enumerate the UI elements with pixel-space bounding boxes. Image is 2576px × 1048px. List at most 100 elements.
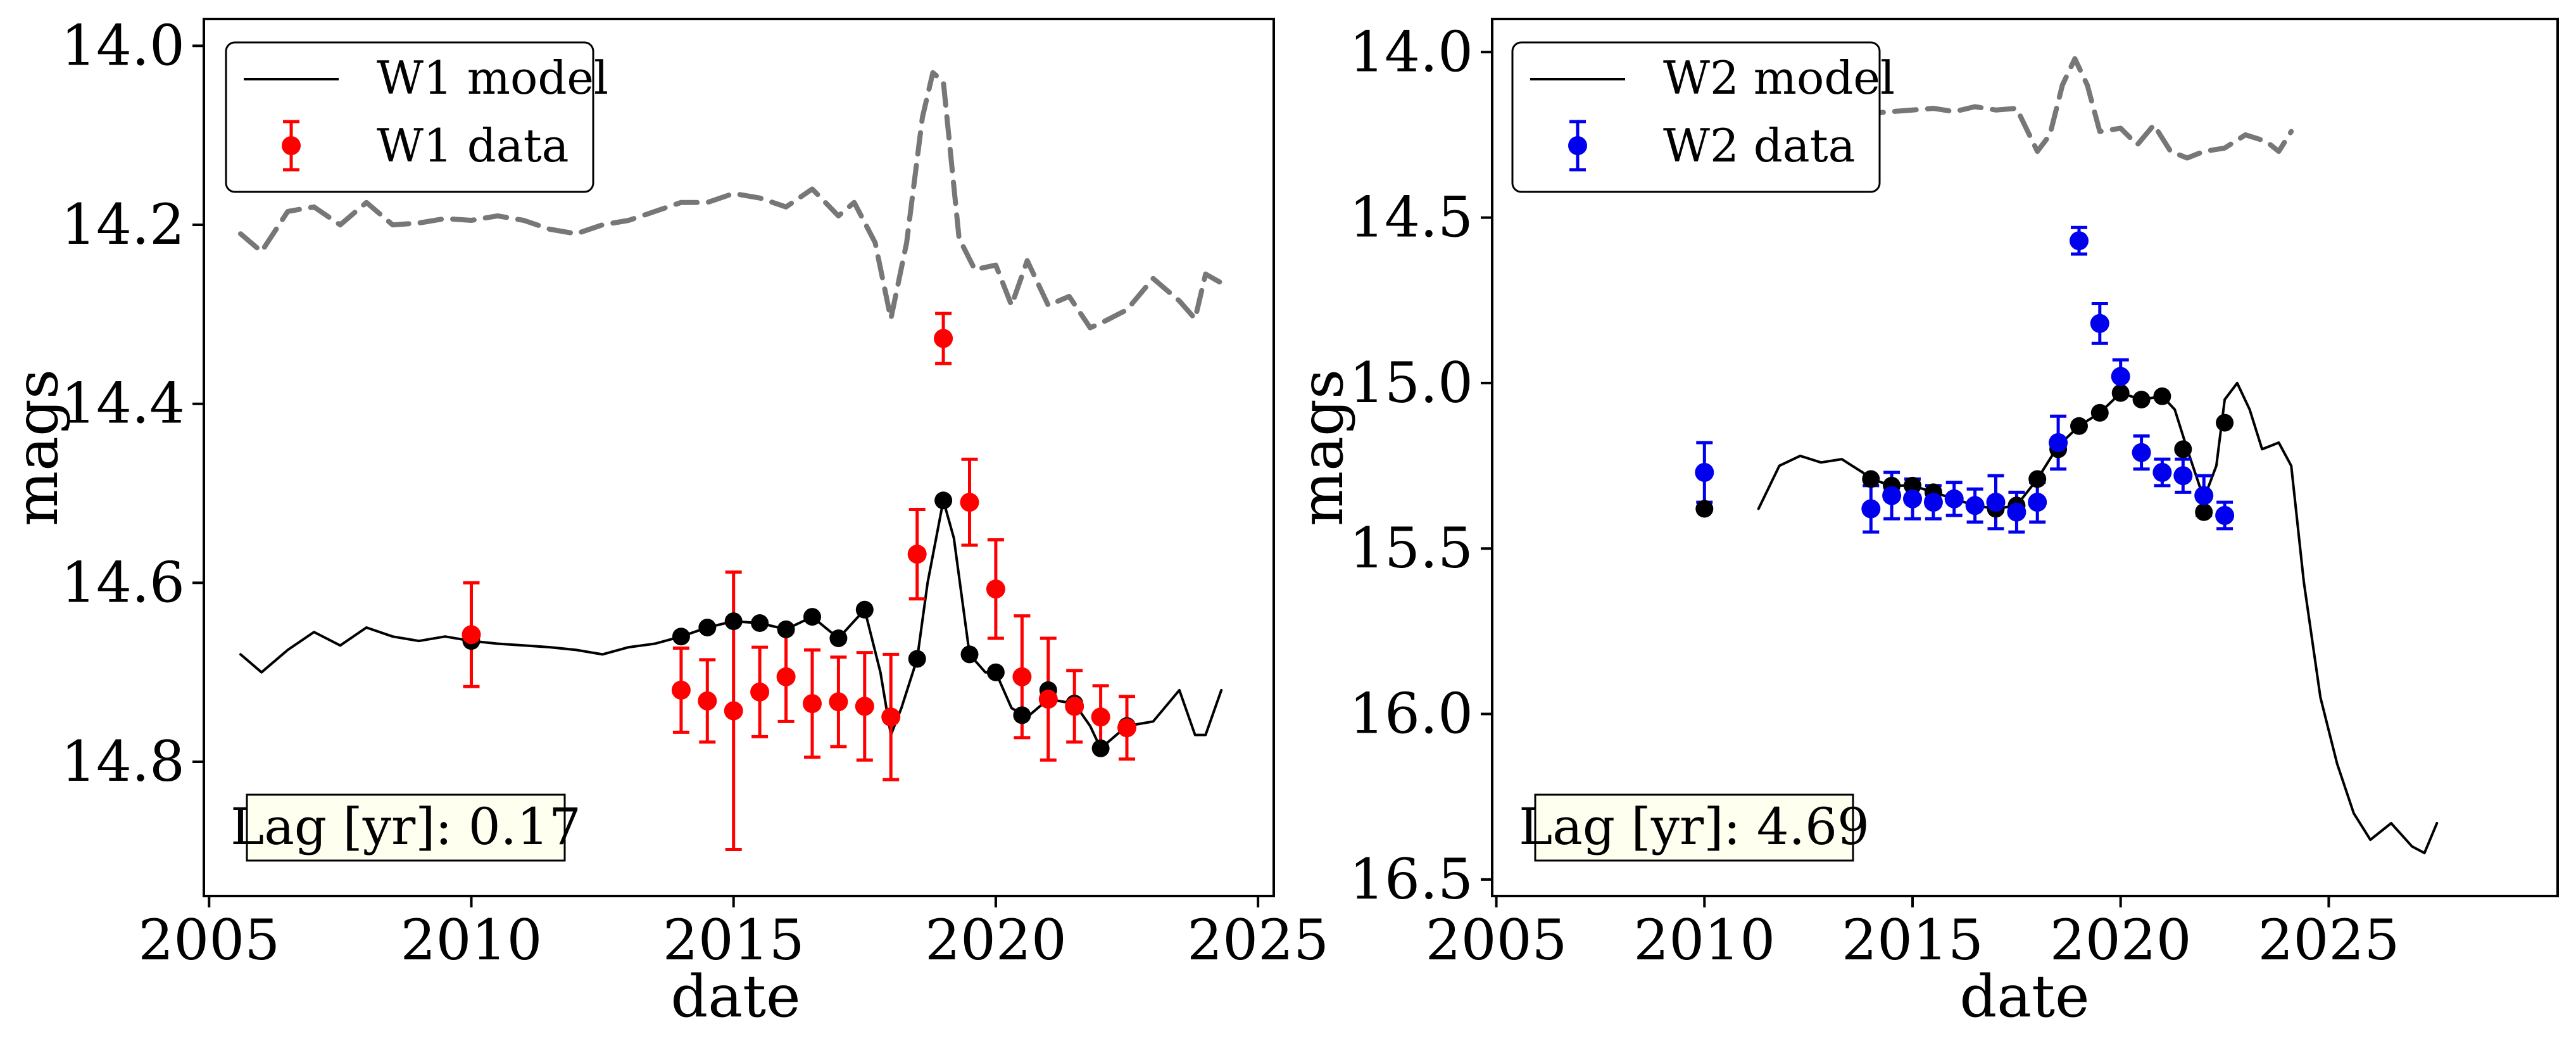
w1-legend-model-label: W1 model	[377, 51, 608, 104]
w2-dashed-curve-layer	[1826, 56, 2294, 161]
w2-legend-data-marker	[1568, 136, 1587, 155]
w1-x-axis-title: date	[670, 963, 800, 1030]
w1-y-tick-label: 14.8	[61, 729, 185, 794]
w1-model-point	[960, 645, 979, 664]
w1-data-point	[986, 579, 1005, 599]
w1-dashed-curve-layer	[238, 70, 1224, 331]
w2-model-point	[1862, 470, 1880, 488]
w2-model-point	[2090, 403, 2109, 422]
w2-data-point	[2049, 433, 2068, 452]
w1-data-point	[829, 692, 848, 712]
w1-model-point	[1013, 706, 1031, 724]
w1-model-point	[672, 628, 690, 646]
w2-data-point	[2215, 506, 2235, 525]
w2-data-point	[1986, 493, 2006, 512]
w2-data-point	[2194, 486, 2214, 505]
w1-model-point	[829, 629, 848, 647]
w1-model-point	[698, 619, 717, 636]
w2-model-curve	[1757, 381, 2439, 855]
w2-axes-frame	[1491, 18, 2559, 897]
w2-lag-box-bg	[1534, 793, 1854, 862]
w1-x-ticks: 2005 2010 2015 2020 2025	[138, 896, 1329, 973]
w2-model-point	[1695, 500, 1714, 518]
w1-lag-text: Lag [yr]: 0.17	[230, 797, 581, 856]
w2-y-tick-label: 15.0	[1349, 350, 1473, 415]
w1-data-point	[1012, 667, 1032, 686]
w2-y-tick-label: 14.0	[1349, 19, 1473, 84]
w2-points-layer	[1695, 231, 2235, 525]
w2-data-point	[1882, 486, 1902, 505]
w1-y-tick-label: 14.6	[61, 550, 185, 615]
w2-data-point	[2152, 463, 2172, 482]
w1-x-tick-label: 2020	[925, 907, 1067, 973]
w2-data-point	[1903, 489, 1922, 508]
w2-x-tick-label: 2015	[1842, 907, 1983, 973]
w1-data-point	[934, 329, 953, 348]
w2-data-point	[2070, 231, 2089, 251]
w2-data-point	[1861, 499, 1881, 519]
w1-data-point	[698, 691, 717, 710]
w2-x-tick-label: 2025	[2258, 907, 2399, 973]
w1-legend-data-marker	[282, 136, 301, 155]
w2-y-tick-label: 14.5	[1349, 185, 1473, 250]
w2-data-point	[2132, 443, 2151, 462]
w2-model-point	[2216, 414, 2234, 432]
w2-model-point	[2070, 417, 2088, 435]
w2-x-axis-title: date	[1959, 963, 2089, 1030]
w1-y-tick-label: 14.0	[61, 13, 185, 78]
w2-data-point	[2111, 367, 2130, 386]
w1-axes-frame	[203, 18, 1275, 897]
w2-y-tick-label: 16.5	[1349, 847, 1473, 912]
w1-y-axis-title: mags	[3, 369, 71, 526]
w1-lag-box-bg	[246, 793, 566, 862]
w2-dashed-curve	[1826, 56, 2294, 161]
w2-x-tick-label: 2010	[1633, 907, 1775, 973]
w1-data-point	[1091, 707, 1110, 727]
w2-x-tick-label: 2005	[1426, 907, 1568, 973]
w1-model-point	[724, 612, 743, 631]
w1-data-point	[855, 697, 874, 716]
w1-x-tick-label: 2025	[1187, 907, 1329, 973]
w2-y-ticks: 14.0 14.5 15.0 15.5 16.0 16.5	[1349, 19, 1492, 912]
w2-x-tick-label: 2020	[2050, 907, 2192, 973]
w1-data-point	[881, 707, 901, 727]
w2-data-point	[1923, 493, 1943, 512]
w1-data-point	[724, 701, 743, 721]
w2-model-point	[2028, 470, 2047, 488]
w1-model-point	[934, 491, 953, 510]
w2-lag-text: Lag [yr]: 4.69	[1519, 797, 1869, 856]
w2-model-point	[2153, 387, 2171, 405]
w1-data-point	[803, 694, 822, 714]
w2-model-curve-layer	[1757, 381, 2439, 855]
w1-model-point	[751, 614, 769, 632]
chart-w2: 2005 2010 2015 2020 2025 14.0 14.5 15.0 15.5 16.…	[1288, 18, 2559, 1030]
w2-legend-data-label: W2 data	[1663, 119, 1856, 172]
w1-data-point	[960, 493, 979, 512]
w1-data-point	[1038, 690, 1058, 709]
w1-model-point	[855, 600, 874, 619]
w2-model-point	[2174, 440, 2192, 458]
w1-x-tick-label: 2005	[138, 907, 280, 973]
w2-model-point	[2132, 391, 2151, 408]
w1-data-point	[750, 682, 770, 702]
w1-model-point	[908, 650, 926, 668]
w1-data-point	[1117, 718, 1136, 738]
w2-y-tick-label: 16.0	[1349, 681, 1473, 747]
w2-data-point	[2028, 493, 2047, 512]
w2-legend: W2 model W2 data	[1511, 41, 1895, 193]
w2-data-point	[1965, 496, 1985, 515]
w1-data-point	[1065, 697, 1084, 716]
w2-data-point	[1695, 463, 1714, 482]
w1-y-ticks: 14.0 14.2 14.4 14.6 14.8	[61, 13, 204, 794]
w1-data-point	[776, 667, 796, 686]
w2-model-point	[1904, 476, 1921, 495]
w1-x-tick-label: 2015	[663, 907, 805, 973]
w2-y-tick-label: 15.5	[1349, 515, 1473, 581]
w1-data-point	[671, 680, 691, 700]
w2-lag-box: Lag [yr]: 4.69	[1519, 793, 1869, 862]
w1-y-tick-label: 14.4	[61, 371, 185, 436]
w1-x-tick-label: 2010	[401, 907, 543, 973]
w2-data-point	[1944, 489, 1964, 508]
w1-model-point	[986, 663, 1005, 681]
